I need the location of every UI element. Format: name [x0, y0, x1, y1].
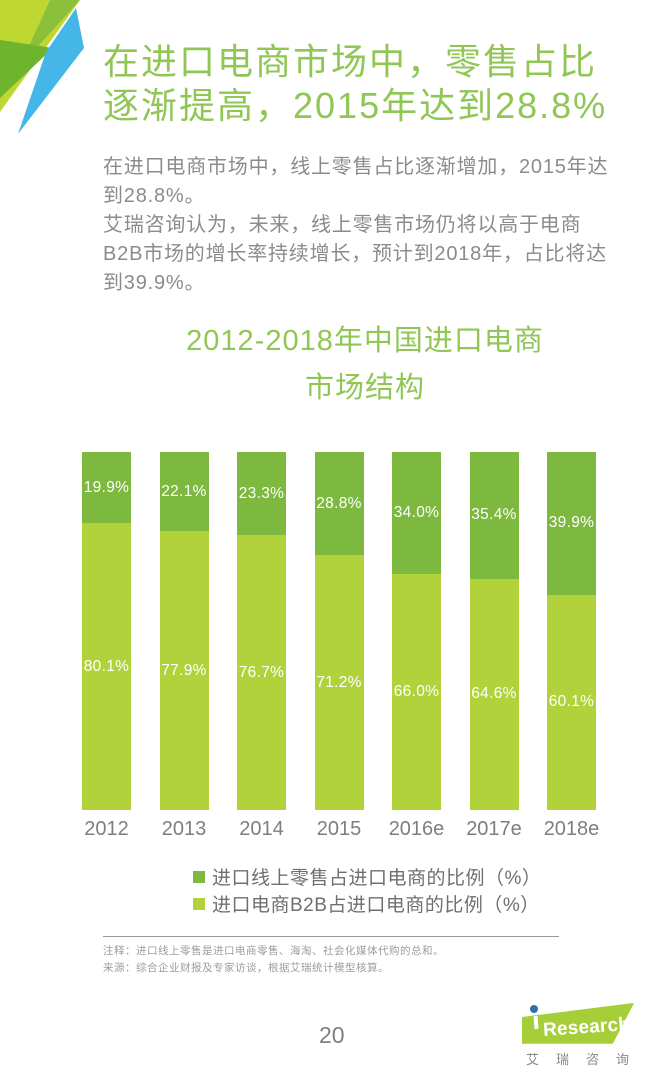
x-axis-label: 2016e	[388, 818, 445, 840]
corner-decoration	[0, 0, 84, 134]
logo-banner: Research	[522, 1002, 635, 1044]
bar-segment: 35.4%	[469, 452, 519, 579]
bar-2015: 28.8% 71.2% 2015	[314, 452, 364, 840]
bar-segment: 39.9%	[547, 452, 596, 595]
x-axis-label: 2012	[84, 818, 129, 840]
bar-value-label: 71.2%	[316, 673, 362, 691]
legend-swatch	[193, 870, 205, 883]
bar-value-label: 77.9%	[161, 661, 207, 679]
chart-notes: 注释：进口线上零售是进口电商零售、海淘、社会化媒体代购的总和。 来源：综合企业财…	[103, 936, 559, 976]
note-line: 注释：进口线上零售是进口电商零售、海淘、社会化媒体代购的总和。	[103, 945, 444, 957]
logo-text: Research	[542, 1013, 631, 1042]
legend-item: 进口电商B2B占进口电商的比例（%）	[193, 893, 541, 916]
logo-i-dot	[530, 1005, 538, 1013]
x-axis-label: 2014	[239, 818, 284, 840]
bar-2017e: 35.4% 64.6% 2017e	[466, 452, 522, 840]
logo-i-stem	[533, 1015, 539, 1030]
logo-chinese-name: 艾瑞咨询	[526, 1052, 647, 1067]
bar-2016e: 34.0% 66.0% 2016e	[389, 452, 444, 840]
source-line: 来源：综合企业财报及专家访谈，根据艾瑞统计模型核算。	[103, 961, 389, 974]
corner-triangle-blue	[18, 8, 84, 134]
bar-value-label: 19.9%	[83, 478, 130, 496]
bar-segment: 23.3%	[237, 452, 286, 536]
legend: 进口线上零售占进口电商的比例（%） 进口电商B2B占进口电商的比例（%）	[193, 866, 542, 916]
page-title: 在进口电商市场中，零售占比 逐渐提高，2015年达到28.8%	[103, 41, 608, 126]
bar-value-label: 76.7%	[238, 663, 285, 681]
bar-segment: 77.9%	[159, 531, 209, 810]
bar-group: 19.9% 80.1% 2012 22.1% 77.9% 2013 23.3% 76.7% 20…	[82, 452, 599, 840]
bar-value-label: 23.3%	[238, 484, 285, 502]
x-axis-label: 2017e	[466, 818, 522, 840]
page-number: 20	[319, 1022, 345, 1048]
bar-value-label: 60.1%	[548, 693, 595, 711]
iresearch-logo: Research 艾瑞咨询	[522, 1002, 642, 1067]
bar-value-label: 66.0%	[393, 682, 440, 700]
bar-segment: 80.1%	[82, 523, 131, 810]
x-axis-label: 2013	[161, 818, 207, 840]
bar-value-label: 80.1%	[83, 657, 130, 675]
x-axis-label: 2015	[316, 818, 362, 840]
corner-triangle-dark-green	[0, 40, 53, 98]
bar-2014: 23.3% 76.7% 2014	[237, 452, 286, 840]
bar-segment: 64.6%	[469, 578, 519, 810]
bar-2012: 19.9% 80.1% 2012	[82, 452, 131, 840]
bar-value-label: 34.0%	[393, 503, 440, 521]
bar-segment: 66.0%	[392, 573, 441, 810]
bar-2013: 22.1% 77.9% 2013	[159, 452, 209, 840]
bar-value-label: 64.6%	[471, 685, 517, 703]
chart-title: 2012-2018年中国进口电商 市场结构	[186, 325, 544, 404]
bar-value-label: 22.1%	[161, 482, 207, 500]
x-axis-label: 2018e	[543, 818, 600, 840]
bar-segment: 60.1%	[547, 594, 596, 810]
bar-value-label: 35.4%	[471, 506, 517, 524]
bar-value-label: 39.9%	[548, 514, 595, 532]
body-text: 在进口电商市场中，线上零售占比逐渐增加，2015年达 到28.8%。 艾瑞咨询认…	[103, 156, 609, 294]
legend-swatch	[193, 897, 205, 910]
bar-value-label: 28.8%	[316, 494, 362, 512]
bar-segment: 22.1%	[159, 452, 209, 532]
bar-2018e: 39.9% 60.1% 2018e	[544, 452, 599, 840]
bar-segment: 76.7%	[237, 535, 286, 810]
bar-segment: 71.2%	[314, 555, 364, 810]
legend-label: 进口电商B2B占进口电商的比例（%）	[212, 895, 540, 916]
legend-label: 进口线上零售占进口电商的比例（%）	[212, 868, 542, 889]
bar-segment: 19.9%	[82, 452, 131, 524]
bar-segment: 28.8%	[314, 452, 364, 556]
legend-item: 进口线上零售占进口电商的比例（%）	[193, 866, 542, 889]
bar-segment: 34.0%	[392, 452, 441, 574]
